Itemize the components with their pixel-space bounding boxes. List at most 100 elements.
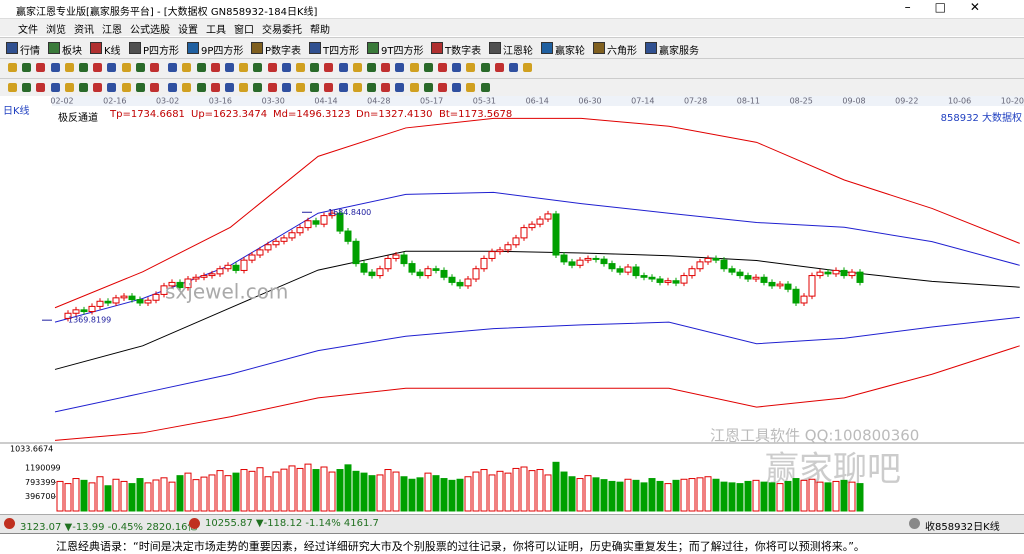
menu-item[interactable]: 文件 — [18, 25, 38, 36]
tool-icon[interactable] — [310, 63, 320, 72]
tool-icon[interactable] — [168, 83, 178, 92]
tool-icon[interactable] — [253, 63, 263, 72]
toolbar-icon[interactable] — [593, 42, 605, 54]
tool-icon[interactable] — [381, 63, 391, 72]
toolbar-button[interactable]: P数字表 — [265, 46, 302, 57]
tool-icon[interactable] — [381, 83, 391, 92]
tool-icon[interactable] — [50, 83, 60, 92]
tool-icon[interactable] — [121, 63, 131, 72]
tool-icon[interactable] — [135, 63, 145, 72]
menu-item[interactable]: 公式选股 — [130, 25, 170, 36]
menu-item[interactable]: 资讯 — [74, 25, 94, 36]
tool-icon[interactable] — [64, 83, 74, 92]
tool-icon[interactable] — [494, 63, 504, 72]
tool-icon[interactable] — [79, 83, 88, 92]
menu-item[interactable]: 江恩 — [102, 25, 122, 36]
toolbar-button[interactable]: 江恩轮 — [503, 46, 533, 57]
tool-icon[interactable] — [367, 63, 376, 72]
tool-icon[interactable] — [93, 83, 103, 92]
tool-icon[interactable] — [338, 63, 348, 72]
toolbar-icon[interactable] — [187, 42, 199, 54]
tool-icon[interactable] — [267, 83, 277, 92]
tool-icon[interactable] — [107, 83, 117, 92]
tool-icon[interactable] — [367, 83, 376, 92]
tool-icon[interactable] — [22, 63, 32, 72]
tool-icon[interactable] — [150, 83, 159, 92]
tool-icon[interactable] — [210, 63, 220, 72]
tool-icon[interactable] — [480, 83, 490, 92]
tool-icon[interactable] — [281, 63, 291, 72]
tool-icon[interactable] — [196, 83, 206, 92]
tool-icon[interactable] — [352, 83, 362, 92]
tool-icon[interactable] — [338, 83, 348, 92]
tool-icon[interactable] — [409, 83, 419, 92]
toolbar-icon[interactable] — [251, 42, 263, 54]
tool-icon[interactable] — [93, 63, 103, 72]
toolbar-icon[interactable] — [309, 42, 321, 54]
tool-icon[interactable] — [509, 63, 518, 72]
tool-icon[interactable] — [253, 83, 263, 92]
toolbar-button[interactable]: T四方形 — [323, 46, 360, 57]
tool-icon[interactable] — [466, 83, 476, 92]
tool-icon[interactable] — [324, 63, 334, 72]
toolbar-button[interactable]: 行情 — [20, 46, 40, 57]
toolbar-button[interactable]: 赢家服务 — [659, 46, 699, 57]
tool-icon[interactable] — [36, 63, 46, 72]
tool-icon[interactable] — [79, 63, 88, 72]
tool-icon[interactable] — [8, 63, 17, 72]
tool-icon[interactable] — [210, 83, 220, 92]
menu-item[interactable]: 工具 — [206, 25, 226, 36]
toolbar-button[interactable]: 板块 — [62, 46, 82, 57]
toolbar-icon[interactable] — [129, 42, 141, 54]
tool-icon[interactable] — [135, 83, 145, 92]
window-controls[interactable]: –□✕ — [904, 0, 1004, 14]
toolbar-icon[interactable] — [367, 42, 379, 54]
tool-icon[interactable] — [8, 83, 17, 92]
tool-icon[interactable] — [352, 63, 362, 72]
tool-icon[interactable] — [182, 83, 192, 92]
toolbar-icon[interactable] — [541, 42, 553, 54]
tool-icon[interactable] — [225, 83, 234, 92]
toolbar-button[interactable]: 六角形 — [607, 46, 637, 57]
menu-item[interactable]: 浏览 — [46, 25, 66, 36]
tool-icon[interactable] — [196, 63, 206, 72]
toolbar-icon[interactable] — [489, 42, 501, 54]
menu-item[interactable]: 窗口 — [234, 25, 254, 36]
tool-icon[interactable] — [452, 63, 462, 72]
tool-icon[interactable] — [150, 63, 159, 72]
tool-icon[interactable] — [281, 83, 291, 92]
tool-icon[interactable] — [438, 83, 447, 92]
tool-icon[interactable] — [239, 83, 249, 92]
tool-icon[interactable] — [423, 63, 433, 72]
tool-icon[interactable] — [267, 63, 277, 72]
toolbar-icon[interactable] — [6, 42, 18, 54]
tool-icon[interactable] — [395, 63, 405, 72]
menu-item[interactable]: 帮助 — [310, 25, 330, 36]
tool-icon[interactable] — [182, 63, 192, 72]
tool-icon[interactable] — [22, 83, 32, 92]
toolbar-icon[interactable] — [48, 42, 60, 54]
tool-icon[interactable] — [168, 63, 178, 72]
toolbar-button[interactable]: P四方形 — [143, 46, 180, 57]
tool-icon[interactable] — [225, 63, 234, 72]
toolbar-button[interactable]: 9P四方形 — [201, 46, 244, 57]
menu-item[interactable]: 设置 — [178, 25, 198, 36]
tool-icon[interactable] — [480, 63, 490, 72]
tool-icon[interactable] — [36, 83, 46, 92]
tool-icon[interactable] — [324, 83, 334, 92]
tool-icon[interactable] — [50, 63, 60, 72]
tool-icon[interactable] — [310, 83, 320, 92]
toolbar-icon[interactable] — [431, 42, 443, 54]
menu-item[interactable]: 交易委托 — [262, 25, 302, 36]
toolbar-button[interactable]: 赢家轮 — [555, 46, 585, 57]
tool-icon[interactable] — [409, 63, 419, 72]
tool-icon[interactable] — [523, 63, 533, 72]
tool-icon[interactable] — [438, 63, 447, 72]
toolbar-button[interactable]: K线 — [104, 46, 121, 57]
toolbar-icon[interactable] — [645, 42, 657, 54]
tool-icon[interactable] — [296, 83, 305, 92]
tool-icon[interactable] — [452, 83, 462, 92]
tool-icon[interactable] — [466, 63, 476, 72]
toolbar-button[interactable]: 9T四方形 — [381, 46, 424, 57]
tool-icon[interactable] — [64, 63, 74, 72]
